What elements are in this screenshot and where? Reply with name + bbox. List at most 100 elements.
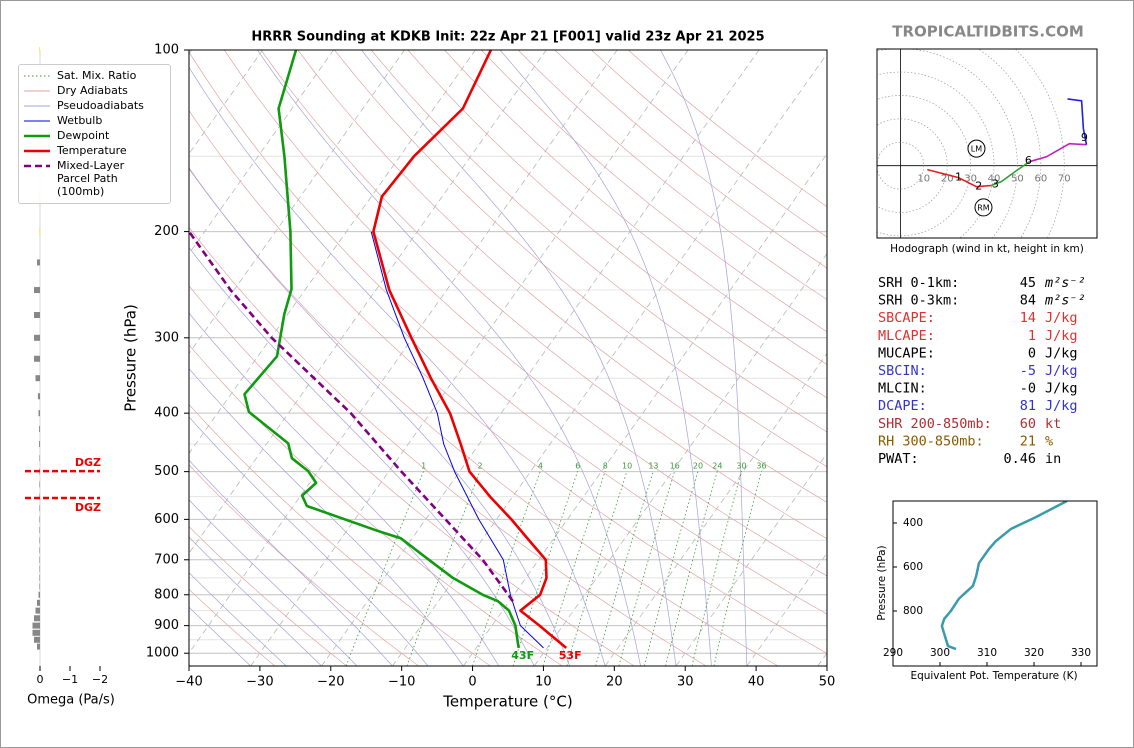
omega-bar	[37, 259, 40, 266]
stat-label: MUCAPE:	[878, 345, 935, 361]
pseudoadiabat	[189, 536, 322, 666]
y-tick-label: 600	[154, 512, 179, 527]
profile-line	[370, 231, 544, 649]
mixing-ratio-label: 20	[693, 462, 703, 471]
omega-bar	[39, 426, 40, 433]
profile-line	[243, 50, 520, 649]
stat-unit: in	[1045, 451, 1061, 467]
omega-bar	[39, 481, 40, 488]
y-tick-label: 700	[154, 552, 179, 567]
storm-motion-label: LM	[971, 145, 982, 154]
dry-adiabat	[189, 168, 779, 666]
pseudoadiabat	[189, 66, 606, 666]
pseudoadiabat	[189, 459, 393, 666]
omega-bar	[34, 636, 40, 643]
dry-adiabat	[189, 588, 276, 666]
dry-adiabat	[189, 344, 563, 666]
omega-bar	[39, 228, 40, 235]
y-tick-label: 900	[154, 618, 179, 633]
stat-label: SBCAPE:	[878, 310, 935, 326]
legend-label: Dewpoint	[57, 129, 110, 142]
isotherm	[250, 50, 689, 666]
stat-value: 84	[1020, 293, 1036, 309]
legend-swatch	[24, 75, 50, 77]
stat-value: 0.46	[1003, 451, 1036, 467]
stat-label: PWAT:	[878, 451, 919, 467]
y-tick-label: 800	[903, 605, 923, 617]
omega-bar	[39, 527, 40, 534]
legend-entry: Mixed-Layer Parcel Path (100mb)	[23, 159, 166, 198]
omega-bar	[39, 441, 40, 448]
dry-adiabat	[189, 109, 827, 654]
y-tick-label: 300	[154, 330, 179, 345]
omega-bar	[35, 375, 40, 382]
theta-e-frame	[892, 500, 1098, 667]
isotherm	[189, 50, 547, 554]
speed-ring	[1014, 49, 1065, 238]
legend-swatch	[24, 120, 50, 122]
stat-unit: J/kg	[1045, 363, 1078, 379]
height-label: 3	[992, 177, 999, 190]
legend-entry: Wetbulb	[23, 114, 166, 127]
legend-entry: Temperature	[23, 144, 166, 157]
storm-motion	[974, 198, 993, 217]
mixing-ratio-label: 6	[575, 462, 580, 471]
isotherm	[675, 452, 827, 666]
height-label: 9	[1081, 131, 1088, 144]
speed-ring	[877, 49, 1018, 238]
mixing-ratio-line	[713, 470, 762, 666]
chart-title: HRRR Sounding at KDKB Init: 22z Apr 21 […	[251, 30, 764, 45]
y-tick-label: 400	[903, 517, 923, 529]
omega-bar	[39, 493, 40, 500]
stat-unit: J/kg	[1045, 310, 1078, 326]
omega-bar	[37, 643, 40, 650]
hodograph-trace	[927, 168, 992, 188]
x-tick-label: −10	[388, 675, 415, 690]
stat-label: RH 300-850mb:	[878, 433, 984, 449]
dry-adiabat	[297, 50, 827, 503]
omega-bar	[39, 455, 40, 462]
pseudoadiabat	[361, 50, 677, 666]
plot-frame	[188, 49, 828, 667]
stat-value: 1	[1028, 328, 1036, 344]
pseudoadiabat	[189, 416, 429, 666]
x-tick-label: 320	[1024, 647, 1044, 659]
mixing-ratio-label: 10	[622, 462, 632, 471]
x-tick-label: 0	[37, 673, 44, 686]
mixing-ratio-line	[691, 470, 742, 666]
omega-bar	[39, 537, 40, 544]
omega-bar	[37, 599, 40, 606]
mixing-ratio-line	[406, 470, 481, 666]
x-tick-label: −2	[92, 673, 108, 686]
omega-bar	[39, 565, 40, 572]
stat-unit: %	[1045, 433, 1053, 449]
legend-swatch	[24, 90, 50, 92]
dry-adiabat	[189, 526, 347, 666]
dry-adiabat	[481, 50, 827, 333]
mixing-ratio-label: 1	[421, 462, 426, 471]
x-tick-label: −20	[317, 675, 344, 690]
x-tick-label: 20	[606, 675, 623, 690]
ring-label: 40	[988, 174, 1001, 185]
stat-value: 0	[1028, 345, 1036, 361]
omega-bar	[39, 556, 40, 563]
storm-motion	[967, 139, 986, 158]
stat-label: DCAPE:	[878, 398, 927, 414]
legend-swatch	[24, 134, 50, 138]
hodograph-caption: Hodograph (wind in kt, height in km)	[890, 243, 1084, 255]
legend-label: Sat. Mix. Ratio	[57, 69, 137, 82]
x-tick-label: −30	[246, 675, 273, 690]
y-tick-label: 800	[154, 587, 179, 602]
stat-unit: J/kg	[1045, 345, 1078, 361]
mixing-ratio-label: 24	[712, 462, 722, 471]
mixing-ratio-label: 4	[538, 462, 543, 471]
stat-label: SRH 0-3km:	[878, 293, 959, 309]
y-axis-label: Pressure (hPa)	[876, 545, 888, 620]
ring-label: 50	[1011, 174, 1024, 185]
dry-adiabat	[189, 51, 827, 615]
ring-label: 60	[1034, 174, 1047, 185]
height-label: 2	[975, 180, 982, 193]
legend-label: Wetbulb	[57, 114, 103, 127]
dry-adiabat	[189, 464, 419, 666]
